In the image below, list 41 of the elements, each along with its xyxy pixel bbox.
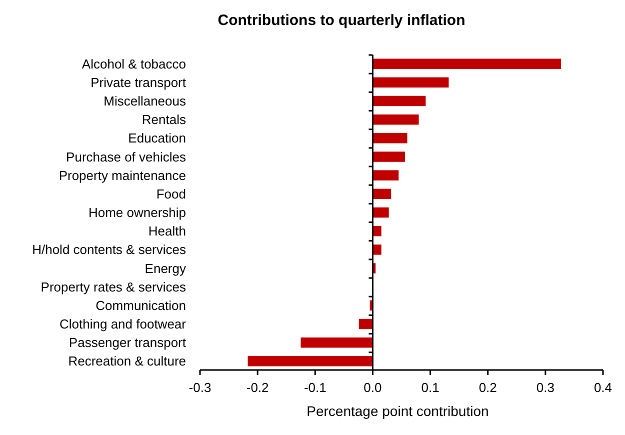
x-tick-label: 0.2	[478, 380, 497, 395]
bar	[372, 114, 419, 125]
y-tick-label: Private transport	[90, 74, 186, 90]
bar	[358, 318, 373, 330]
bar	[372, 152, 405, 162]
bar	[372, 133, 408, 144]
bar	[372, 58, 561, 69]
y-tick-label: Alcohol & tobacco	[82, 56, 186, 72]
y-tick-label: Energy	[144, 260, 186, 276]
x-tick-label: 0.4	[594, 380, 612, 395]
x-tick-label: 0.3	[536, 380, 554, 395]
x-tick-label: -0.1	[304, 380, 326, 395]
y-tick-label: Purchase of vehicles	[66, 149, 186, 164]
bar	[300, 337, 373, 348]
bar	[372, 226, 382, 236]
y-tick-label: H/hold contents & services	[32, 242, 186, 258]
y-tick-label: Rentals	[142, 112, 186, 128]
chart-title: Contributions to quarterly inflation	[218, 12, 466, 29]
y-tick-label: Passenger transport	[68, 335, 186, 350]
x-tick-label: 0.0	[364, 380, 382, 395]
y-tick-label: Property maintenance	[58, 168, 186, 183]
bar	[372, 244, 382, 255]
y-tick-label: Health	[148, 224, 186, 239]
y-tick-label: Property rates & services	[40, 279, 186, 294]
y-tick-label: Communication	[96, 298, 186, 313]
x-axis-title: Percentage point contribution	[306, 403, 489, 419]
y-tick-label: Recreation & culture	[68, 354, 186, 369]
x-tick-label: -0.3	[188, 380, 212, 395]
x-tick-label: -0.2	[246, 380, 269, 395]
y-tick-label: Education	[128, 130, 186, 146]
y-tick-label: Home ownership	[88, 205, 186, 220]
bar	[372, 188, 392, 200]
y-tick-label: Miscellaneous	[104, 94, 186, 109]
bar	[372, 77, 449, 88]
bar	[248, 356, 373, 366]
y-tick-label: Food	[156, 186, 186, 202]
bar	[372, 207, 389, 218]
bar	[372, 170, 399, 180]
x-tick-label: 0.1	[421, 380, 440, 395]
bar	[372, 96, 426, 106]
y-tick-label: Clothing and footwear	[60, 316, 187, 332]
